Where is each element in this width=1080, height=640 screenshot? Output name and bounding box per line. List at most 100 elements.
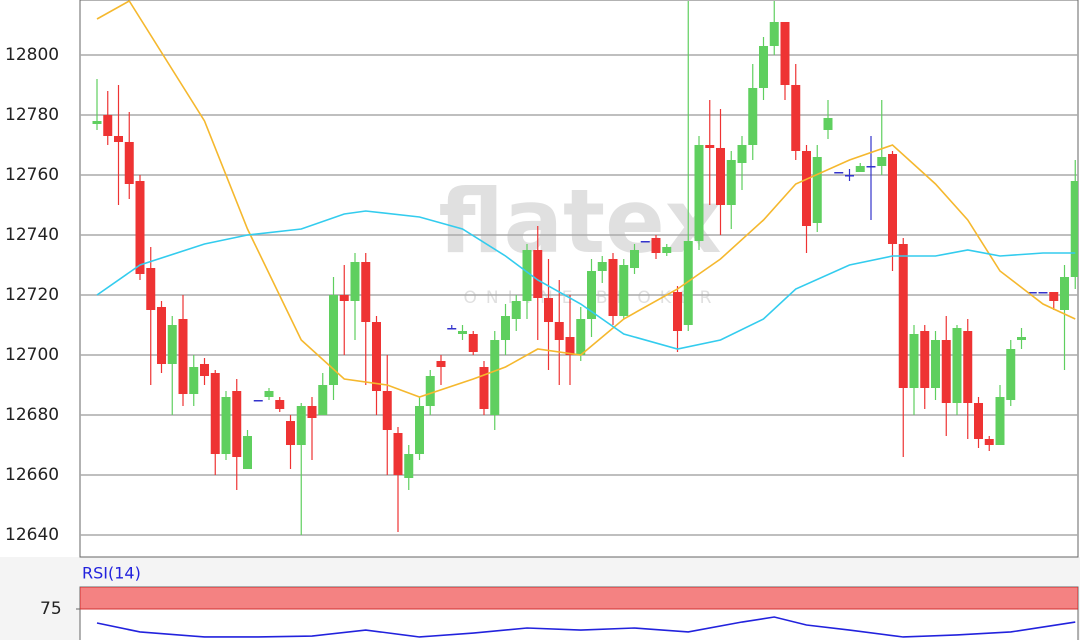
axis: 12640 12660 12680 12700 12720 12740 12760 12780… [5,45,80,619]
candle-body [286,421,295,446]
candle-body [855,165,865,172]
line-series [96,210,1076,350]
overbought-band [80,587,1078,610]
y-tick-label: 12680 [5,405,59,425]
candle-body [275,400,285,410]
price-panel [80,0,1078,536]
candle-body [232,391,242,458]
candle-body [780,21,790,85]
candle-body [544,298,553,323]
candle-body [694,144,704,241]
candle-body [329,295,338,386]
y-tick-label: 12800 [5,45,59,65]
y-tick-label: 12660 [5,465,59,485]
candle-body [307,406,317,419]
y-tick-label: 12640 [5,525,59,545]
candle-body [640,240,650,243]
line-series [96,0,1076,398]
candle-body [716,147,725,205]
candle-body [243,436,252,470]
candle-body [468,334,478,353]
candle-body [608,258,618,317]
candle-body [1070,180,1078,277]
candle-body [1038,292,1048,294]
candle-body [447,328,457,330]
candle-body [576,319,586,356]
candle-body [952,328,962,404]
candle-body [759,45,768,88]
candle-body [1049,292,1059,302]
y-tick-label: 75 [40,599,62,619]
candle-body [415,406,424,455]
watermark: flatex [438,170,721,273]
candle-body [533,249,543,299]
candle-body [490,340,500,416]
candle-body [146,267,156,311]
candle-body [114,135,123,142]
candle-body [705,144,715,148]
candle-body [404,454,414,479]
candle-body [221,397,231,455]
candle-body [931,340,940,389]
candle-body [898,243,908,389]
candle-body [888,153,897,244]
candle-body [845,174,854,177]
candle-body [963,331,973,404]
candle-body [264,391,274,398]
candle-body [791,84,801,151]
candle-body [554,322,564,341]
candle-body [253,400,263,402]
candle-body [909,334,919,389]
candle-body [866,165,876,168]
candle-body [920,331,930,389]
candle-body [436,361,446,368]
candle-body [501,316,510,341]
candle-body [630,249,639,268]
y-tick-label: 12740 [5,225,59,245]
candle-body [984,439,994,446]
candle-body [1027,292,1037,294]
candle-body [823,117,833,130]
candle-body [339,295,349,302]
candle-body [565,337,575,356]
candle-body [210,373,220,455]
candle-body [662,246,672,253]
candle-body [877,156,887,166]
candle-body [522,249,532,302]
rsi-panel [80,587,1078,638]
candle-body [673,292,682,332]
candle-body [135,180,145,274]
candle-body [812,156,822,223]
candle-body [597,261,607,271]
candle-body [350,261,360,302]
candle-body [318,385,328,416]
candle-body [200,364,209,377]
candle-body [587,270,596,320]
candle-body [372,322,381,392]
candle-body [802,150,811,226]
y-tick-label: 12780 [5,105,59,125]
plot-area [79,0,1079,558]
candle-body [748,87,758,145]
candle-body [157,307,166,365]
rsi-title: RSI(14) [82,564,141,583]
candle-body [382,391,392,431]
candle-body [458,331,467,335]
candle-body [1060,276,1069,311]
candle-body [296,406,306,446]
candle-body [361,261,371,323]
candle-body [103,114,113,136]
candle-body [834,171,844,174]
line-series [96,616,1076,638]
candle-body [479,367,489,410]
candle-body [941,340,951,404]
candle-body [178,319,188,395]
candle-body [1006,349,1016,401]
candle-body [167,325,177,365]
candle-body [726,159,736,205]
candle-body [92,120,102,124]
candle-body [511,301,521,320]
candle-body [393,433,403,476]
